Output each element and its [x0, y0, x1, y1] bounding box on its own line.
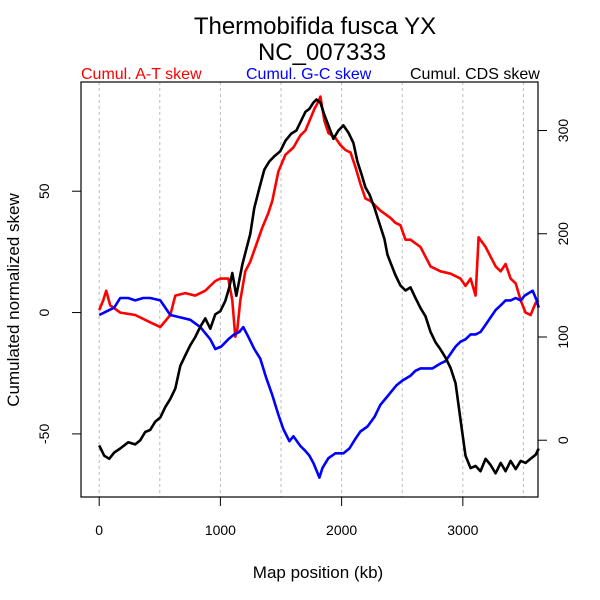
- y-axis-label: Cumulated normalized skew: [4, 193, 23, 407]
- y-left-tick-label: 50: [36, 183, 52, 199]
- chart-subtitle: NC_007333: [258, 39, 386, 66]
- y-axis-left: -50 0 50: [36, 183, 81, 444]
- series-line-at-skew: [97, 95, 540, 339]
- y-axis-right: 0 100 200 300: [538, 119, 571, 444]
- legend-cds-skew: Cumul. CDS skew: [410, 66, 540, 83]
- plot-frame: [80, 81, 539, 498]
- x-tick-label: 0: [95, 522, 103, 538]
- x-tick-label: 3000: [447, 522, 478, 538]
- series-line-cds-skew: [98, 98, 540, 475]
- y-left-tick-label: -50: [36, 424, 52, 444]
- y-right-tick-label: 300: [555, 119, 571, 143]
- x-axis-label: Map position (kb): [253, 563, 383, 582]
- legend-gc-skew: Cumul. G-C skew: [246, 66, 372, 83]
- x-axis: 0 1000 2000 3000: [95, 497, 479, 538]
- x-tick-label: 1000: [205, 522, 236, 538]
- y-right-tick-label: 200: [555, 222, 571, 246]
- chart-title: Thermobifida fusca YX: [194, 13, 436, 40]
- legend-at-skew: Cumul. A-T skew: [81, 66, 202, 83]
- y-right-tick-label: 0: [555, 436, 571, 444]
- series-lines: [97, 95, 540, 479]
- y-right-tick-label: 100: [555, 325, 571, 349]
- series-line-gc-skew: [98, 289, 540, 479]
- x-tick-label: 2000: [326, 522, 357, 538]
- y-left-tick-label: 0: [36, 308, 52, 316]
- grid-lines: [98, 82, 524, 497]
